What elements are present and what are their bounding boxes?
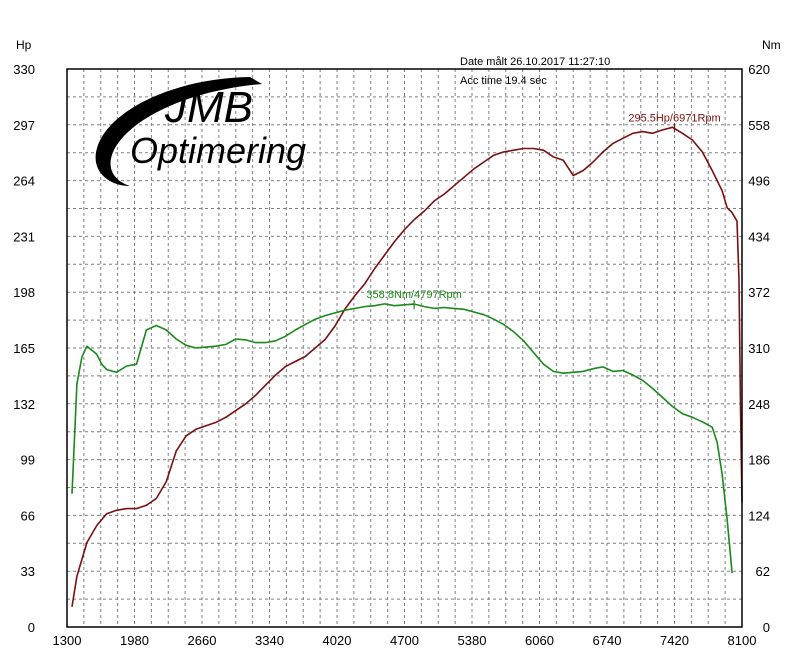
right-y-tick-label: 620 xyxy=(748,62,770,77)
tick-labels: 1300 1980 2660 3340 4020 4700 5380 6060 6740 7420… xyxy=(13,62,770,648)
right-y-tick-label: 372 xyxy=(748,285,770,300)
left-y-tick-label: 297 xyxy=(13,118,35,133)
x-tick-label: 3340 xyxy=(255,633,284,648)
jmb-logo: JMB Optimering xyxy=(95,77,306,186)
right-y-tick-label: 558 xyxy=(748,118,770,133)
right-y-tick-label: 434 xyxy=(748,229,770,244)
torque-peak-label: 358.8Nm/4797Rpm xyxy=(366,289,461,301)
left-y-tick-label: 66 xyxy=(21,508,35,523)
x-tick-label: 1300 xyxy=(53,633,82,648)
left-y-tick-label: 264 xyxy=(13,174,35,189)
left-y-tick-label: 33 xyxy=(21,564,35,579)
plot-frame xyxy=(66,68,743,628)
right-y-tick-label: 0 xyxy=(763,620,770,635)
left-y-tick-label: 99 xyxy=(21,453,35,468)
date-label: Date målt 26.10.2017 11:27:10 xyxy=(460,56,610,68)
left-y-tick-label: 198 xyxy=(13,285,35,300)
left-y-tick-label: 330 xyxy=(13,62,35,77)
series xyxy=(71,126,743,607)
right-y-tick-label: 310 xyxy=(748,341,770,356)
torque-curve xyxy=(71,303,733,574)
right-y-tick-label: 248 xyxy=(748,397,770,412)
x-tick-label: 6740 xyxy=(593,633,622,648)
left-y-tick-label: 165 xyxy=(13,341,35,356)
left-y-tick-label: 231 xyxy=(13,229,35,244)
right-y-tick-label: 186 xyxy=(748,453,770,468)
right-y-tick-label: 62 xyxy=(756,564,770,579)
power-curve xyxy=(71,126,743,607)
x-tick-label: 2660 xyxy=(188,633,217,648)
x-tick-label: 6060 xyxy=(525,633,554,648)
x-tick-label: 5380 xyxy=(458,633,487,648)
x-tick-label: 8100 xyxy=(728,633,757,648)
right-y-tick-label: 496 xyxy=(748,174,770,189)
logo-text-jmb: JMB xyxy=(164,83,253,132)
left-axis-unit: Hp xyxy=(16,38,32,52)
left-y-tick-label: 132 xyxy=(13,397,35,412)
x-tick-label: 1980 xyxy=(120,633,149,648)
right-axis-unit: Nm xyxy=(762,38,781,52)
acc-time-label: Acc time 19.4 sec xyxy=(460,75,547,87)
x-tick-label: 4020 xyxy=(323,633,352,648)
power-peak-label: 295.5Hp/6971Rpm xyxy=(628,112,720,124)
right-y-tick-label: 124 xyxy=(748,508,770,523)
left-y-tick-label: 0 xyxy=(28,620,35,635)
logo-text-optimering: Optimering xyxy=(130,130,306,171)
x-tick-label: 4700 xyxy=(390,633,419,648)
x-tick-label: 7420 xyxy=(660,633,689,648)
peak-markers: 295.5Hp/6971Rpm 358.8Nm/4797Rpm xyxy=(366,112,721,310)
grid xyxy=(67,69,742,627)
logo-swoosh xyxy=(95,77,262,186)
